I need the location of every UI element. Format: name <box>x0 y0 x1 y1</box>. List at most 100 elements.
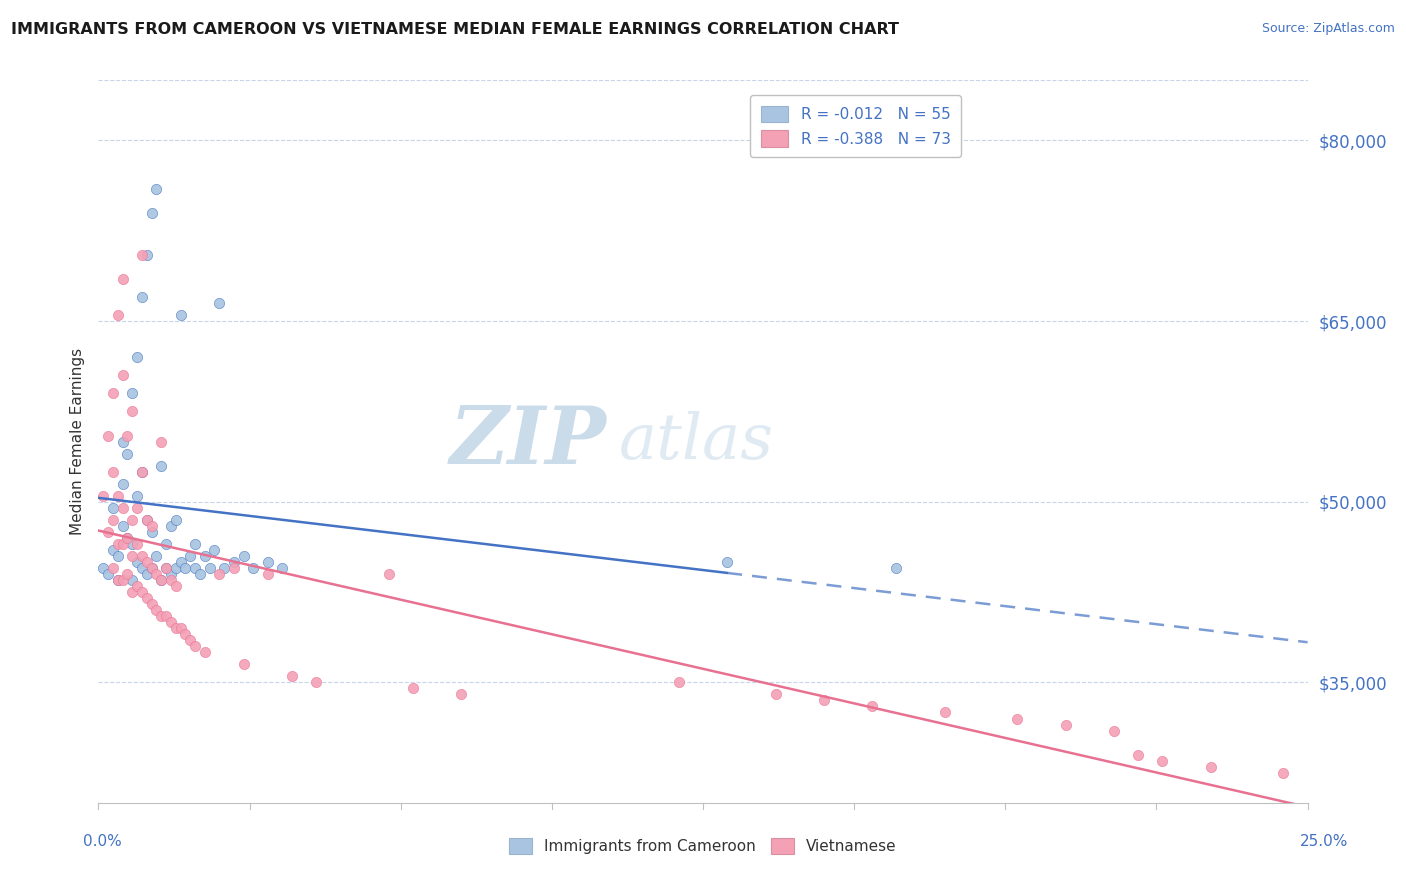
Point <box>97 567 120 582</box>
Point <box>135 567 157 582</box>
Y-axis label: Median Female Earnings: Median Female Earnings <box>69 348 84 535</box>
Text: 25.0%: 25.0% <box>1301 834 1348 848</box>
Point <box>141 524 163 539</box>
Point <box>111 500 134 515</box>
Point <box>135 248 157 262</box>
Point <box>160 615 183 630</box>
Point <box>111 573 134 587</box>
Point <box>232 657 254 672</box>
Point <box>121 573 143 587</box>
Point <box>155 537 177 551</box>
Point <box>1054 717 1077 731</box>
Point <box>121 404 143 418</box>
Point <box>155 609 177 624</box>
Point <box>377 567 399 582</box>
Point <box>716 555 738 569</box>
Point <box>117 567 139 582</box>
Point <box>281 669 304 683</box>
Point <box>107 549 129 563</box>
Point <box>450 687 472 701</box>
Point <box>141 519 163 533</box>
Point <box>141 561 163 575</box>
Point <box>204 542 226 557</box>
Point <box>117 446 139 460</box>
Point <box>121 386 143 401</box>
Point <box>169 308 191 322</box>
Point <box>101 500 124 515</box>
Point <box>256 555 278 569</box>
Point <box>131 248 153 262</box>
Point <box>127 537 149 551</box>
Point <box>135 591 157 605</box>
Point <box>232 549 254 563</box>
Point <box>886 561 908 575</box>
Point <box>121 513 143 527</box>
Point <box>131 585 153 599</box>
Point <box>179 549 201 563</box>
Point <box>91 489 114 503</box>
Point <box>145 549 167 563</box>
Point <box>111 272 134 286</box>
Point <box>111 519 134 533</box>
Point <box>127 350 149 364</box>
Point <box>150 573 173 587</box>
Point <box>169 621 191 635</box>
Text: atlas: atlas <box>619 410 773 473</box>
Point <box>127 579 149 593</box>
Point <box>169 555 191 569</box>
Point <box>131 561 153 575</box>
Point <box>131 465 153 479</box>
Point <box>107 573 129 587</box>
Point <box>111 434 134 449</box>
Point <box>165 579 187 593</box>
Point <box>165 513 187 527</box>
Point <box>160 519 183 533</box>
Point <box>107 489 129 503</box>
Point <box>222 555 245 569</box>
Point <box>179 633 201 648</box>
Point <box>212 561 235 575</box>
Point <box>107 308 129 322</box>
Point <box>97 524 120 539</box>
Point <box>860 699 883 714</box>
Point <box>135 513 157 527</box>
Point <box>668 675 690 690</box>
Point <box>208 567 231 582</box>
Point <box>107 573 129 587</box>
Point <box>1007 712 1029 726</box>
Point <box>135 513 157 527</box>
Point <box>127 555 149 569</box>
Point <box>91 561 114 575</box>
Text: 0.0%: 0.0% <box>83 834 122 848</box>
Point <box>131 549 153 563</box>
Text: IMMIGRANTS FROM CAMEROON VS VIETNAMESE MEDIAN FEMALE EARNINGS CORRELATION CHART: IMMIGRANTS FROM CAMEROON VS VIETNAMESE M… <box>11 22 900 37</box>
Point <box>402 681 425 696</box>
Point <box>127 500 149 515</box>
Point <box>117 531 139 545</box>
Point <box>934 706 956 720</box>
Point <box>121 549 143 563</box>
Point <box>117 428 139 442</box>
Point <box>256 567 278 582</box>
Point <box>145 603 167 617</box>
Point <box>174 561 197 575</box>
Point <box>150 609 173 624</box>
Point <box>165 561 187 575</box>
Point <box>155 561 177 575</box>
Point <box>111 537 134 551</box>
Point <box>305 675 328 690</box>
Point <box>150 573 173 587</box>
Point <box>121 585 143 599</box>
Point <box>141 205 163 219</box>
Point <box>111 476 134 491</box>
Point <box>121 537 143 551</box>
Point <box>165 621 187 635</box>
Point <box>765 687 787 701</box>
Point <box>184 537 207 551</box>
Point <box>97 428 120 442</box>
Point <box>101 561 124 575</box>
Point <box>813 693 835 707</box>
Point <box>1152 754 1174 768</box>
Point <box>1102 723 1125 738</box>
Point <box>141 597 163 611</box>
